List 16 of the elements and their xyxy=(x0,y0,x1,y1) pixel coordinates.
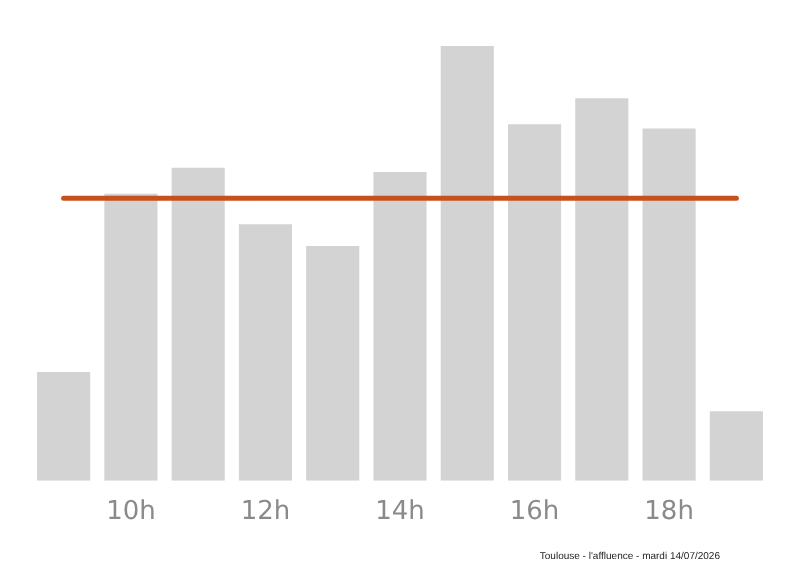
x-tick-label: 16h xyxy=(509,497,560,528)
x-tick-label: 10h xyxy=(106,497,156,528)
bar xyxy=(104,193,158,481)
x-tick-label: 12h xyxy=(240,497,291,528)
bar xyxy=(642,128,696,481)
bar xyxy=(306,246,360,481)
bar xyxy=(440,46,494,481)
x-tick-label: 18h xyxy=(644,497,694,528)
bar xyxy=(507,124,562,481)
bar xyxy=(575,98,629,481)
x-tick-label: 14h xyxy=(375,497,425,528)
bar xyxy=(373,172,427,481)
bar xyxy=(37,372,91,481)
bar xyxy=(709,411,763,481)
bar xyxy=(238,224,293,481)
bar xyxy=(171,167,225,481)
